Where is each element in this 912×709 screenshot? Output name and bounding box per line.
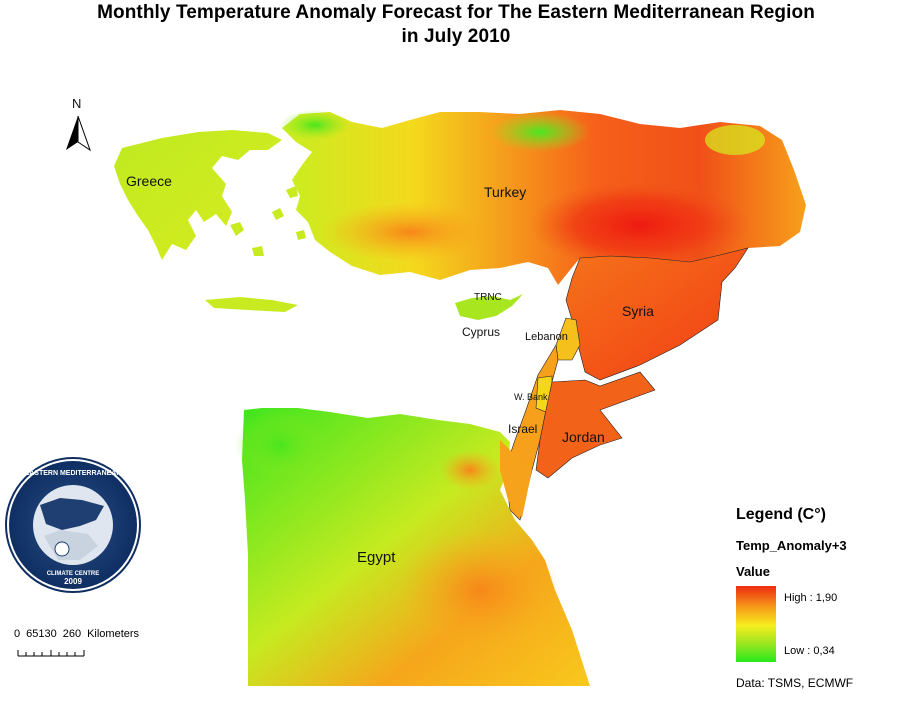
scale-tick-label: 0: [14, 628, 21, 640]
greece-island: [252, 246, 264, 256]
label-israel: Israel: [508, 422, 537, 436]
map-title: Monthly Temperature Anomaly Forecast for…: [97, 2, 815, 23]
north-arrow-icon: [66, 115, 91, 152]
cool-zone: [490, 112, 590, 152]
label-cyprus: Cyprus: [462, 325, 500, 339]
label-trnc: TRNC: [474, 292, 502, 303]
scale-tick-label: 65130: [26, 628, 57, 640]
heat-zone: [320, 202, 500, 262]
legend-field: Temp_Anomaly+3: [736, 538, 847, 553]
label-jordan: Jordan: [562, 429, 605, 445]
cool-zone: [280, 110, 350, 140]
heat-zone: [530, 180, 750, 270]
scale-tick-label: 260: [62, 628, 82, 640]
label-west-bank: W. Bank: [514, 392, 548, 402]
label-egypt: Egypt: [357, 549, 396, 566]
label-turkey: Turkey: [484, 184, 526, 200]
greece-landmass: [114, 130, 282, 260]
scale-bar: [17, 650, 85, 657]
label-lebanon: Lebanon: [525, 331, 568, 343]
climate-centre-logo: EASTERN MEDITERRANEAN 2009 CLIMATE CENTR…: [5, 457, 141, 593]
greece-island: [286, 186, 298, 198]
scale-bar-labels: 0 65130 260 Kilometers: [14, 628, 145, 640]
greece-island: [205, 297, 298, 312]
cool-zone: [235, 410, 325, 480]
heat-zone: [440, 450, 500, 490]
legend-subtitle: Value: [736, 564, 770, 579]
svg-text:2009: 2009: [64, 577, 82, 586]
legend-high-label: High : 1,90: [784, 592, 838, 604]
svg-text:EASTERN MEDITERRANEAN: EASTERN MEDITERRANEAN: [25, 470, 122, 477]
legend-title: Legend (C°): [736, 506, 826, 523]
cool-zone: [705, 125, 765, 155]
scale-unit-label: Kilometers: [87, 628, 140, 640]
syria-landmass: [565, 247, 749, 381]
greece-island: [296, 230, 306, 240]
greece-island: [230, 222, 244, 236]
map-subtitle: in July 2010: [401, 26, 511, 47]
legend-low-label: Low : 0,34: [784, 645, 835, 657]
north-label: N: [72, 96, 81, 111]
cyprus-landmass: [455, 294, 523, 320]
greece-island: [272, 208, 284, 220]
legend-color-ramp: [736, 586, 776, 662]
heat-zone: [400, 530, 560, 650]
svg-text:CLIMATE CENTRE: CLIMATE CENTRE: [47, 571, 100, 577]
label-syria: Syria: [622, 303, 654, 319]
jordan-landmass: [535, 371, 656, 479]
data-source: Data: TSMS, ECMWF: [736, 676, 854, 690]
label-greece: Greece: [126, 173, 172, 189]
sinai-landmass: [500, 440, 532, 518]
